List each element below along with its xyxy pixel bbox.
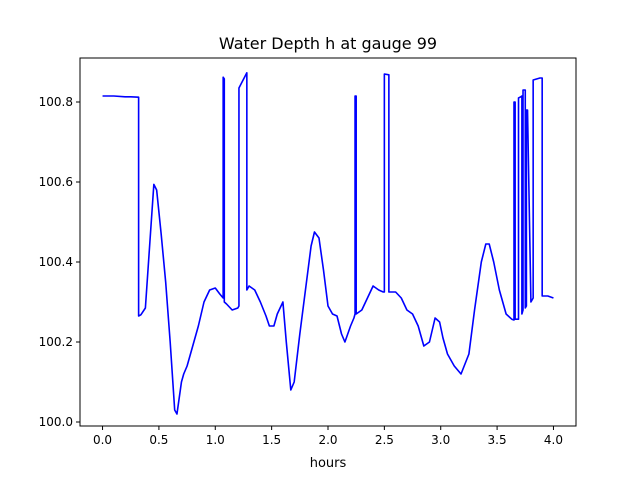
x-tick-label: 0.5 bbox=[149, 433, 168, 447]
y-tick-label: 100.8 bbox=[39, 95, 73, 109]
y-axis-ticks: 100.0 100.2 100.4 100.6 100.8 bbox=[39, 95, 80, 429]
x-tick-label: 1.5 bbox=[262, 433, 281, 447]
plot-area bbox=[102, 72, 554, 415]
x-tick-label: 0.0 bbox=[93, 433, 112, 447]
y-tick-label: 100.2 bbox=[39, 335, 73, 349]
y-tick-label: 100.4 bbox=[39, 255, 73, 269]
axes-frame bbox=[79, 57, 577, 427]
x-tick-label: 3.5 bbox=[488, 433, 507, 447]
x-tick-label: 3.0 bbox=[431, 433, 450, 447]
y-tick-label: 100.6 bbox=[39, 175, 73, 189]
x-axis-label: hours bbox=[310, 456, 347, 471]
y-tick-label: 100.0 bbox=[39, 415, 73, 429]
chart-title: Water Depth h at gauge 99 bbox=[219, 34, 437, 53]
x-tick-label: 1.0 bbox=[206, 433, 225, 447]
x-axis-ticks: 0.0 0.5 1.0 1.5 2.0 2.5 3.0 3.5 4.0 bbox=[93, 426, 563, 447]
x-tick-label: 2.0 bbox=[318, 433, 337, 447]
x-tick-label: 2.5 bbox=[375, 433, 394, 447]
series-line-0 bbox=[102, 72, 554, 415]
x-tick-label: 4.0 bbox=[544, 433, 563, 447]
